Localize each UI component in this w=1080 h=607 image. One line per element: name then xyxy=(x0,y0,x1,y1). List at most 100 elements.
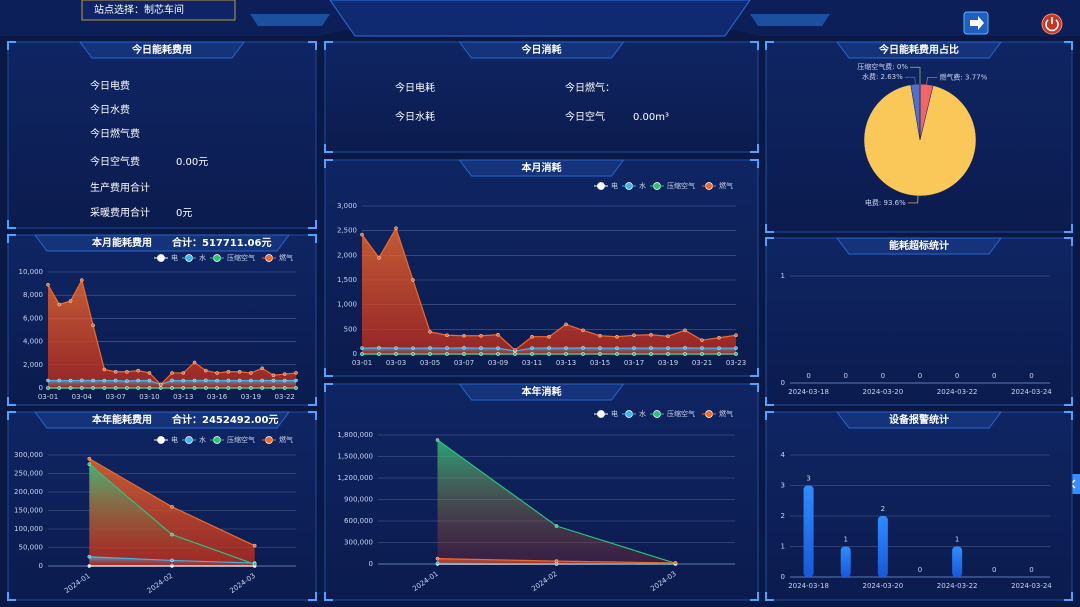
panel xyxy=(765,237,1073,406)
data-point xyxy=(68,386,73,390)
data-point xyxy=(598,352,602,356)
data-point xyxy=(428,352,432,356)
legend-label: 压缩空气 xyxy=(667,409,695,418)
y-tick-label: 0 xyxy=(39,384,43,392)
data-point xyxy=(530,352,534,356)
cost-label: 今日水费 xyxy=(90,103,130,116)
data-point xyxy=(530,334,534,339)
data-point xyxy=(394,352,398,356)
data-label: 1 xyxy=(843,536,847,544)
data-point xyxy=(377,346,381,350)
y-tick-label: 1 xyxy=(781,543,785,551)
legend-label: 电 xyxy=(171,435,178,444)
panel-corner xyxy=(7,234,16,243)
legend-label: 水 xyxy=(639,409,646,418)
data-point xyxy=(271,378,276,383)
station-select[interactable] xyxy=(81,0,236,21)
data-point xyxy=(68,378,73,383)
x-tick-label: 03-03 xyxy=(386,359,406,367)
data-point xyxy=(683,352,687,356)
data-point xyxy=(683,346,687,350)
y-tick-label: 8,000 xyxy=(23,291,43,299)
data-point xyxy=(260,366,264,371)
data-point xyxy=(496,332,500,337)
panel-corner xyxy=(7,220,16,229)
power-icon xyxy=(1045,17,1059,32)
panel-header xyxy=(836,411,1002,429)
data-label: 0 xyxy=(918,566,922,574)
station-label: 站点选择：制芯车间 xyxy=(94,3,184,16)
data-point xyxy=(204,378,208,383)
y-tick-label: 100,000 xyxy=(14,525,43,533)
y-tick-label: 0 xyxy=(353,350,357,358)
panel-subtitle: 合计：2452492.00元 xyxy=(171,413,278,426)
data-point xyxy=(271,386,276,390)
x-tick-label: 03-07 xyxy=(105,393,125,401)
data-point xyxy=(411,346,415,350)
data-point xyxy=(87,554,92,559)
data-point xyxy=(91,378,95,383)
y-tick-label: 150,000 xyxy=(14,507,43,515)
legend-label: 电 xyxy=(611,409,618,418)
panel-corner xyxy=(765,397,774,406)
data-point xyxy=(666,334,670,339)
data-point xyxy=(282,386,287,390)
data-point xyxy=(125,379,129,383)
y-tick-label: 1 xyxy=(781,272,785,280)
data-point xyxy=(513,348,517,352)
panel-title: 今日消耗 xyxy=(521,43,562,56)
data-point xyxy=(435,561,440,566)
data-point xyxy=(435,556,440,561)
data-point xyxy=(181,371,186,375)
panel-corner xyxy=(750,592,759,601)
pie-label: 水费: 2.63% xyxy=(862,72,903,81)
data-label: 0 xyxy=(1029,566,1033,574)
switch-icon xyxy=(970,16,984,30)
data-point xyxy=(479,333,483,338)
data-point xyxy=(673,561,678,565)
data-point xyxy=(700,346,704,350)
x-tick-label: 03-15 xyxy=(590,359,610,367)
panel-corner xyxy=(765,237,774,246)
panel-corner xyxy=(750,368,759,377)
x-tick-label: 2024-03-22 xyxy=(937,388,978,396)
panel-corner xyxy=(308,411,317,420)
legend-label: 压缩空气 xyxy=(227,253,255,262)
y-tick-label: 0 xyxy=(781,573,785,581)
panel-title: 今日能耗费用占比 xyxy=(878,43,959,56)
panel-corner xyxy=(750,159,759,168)
data-point xyxy=(204,368,208,373)
data-point xyxy=(700,352,704,356)
data-point xyxy=(411,352,415,356)
data-point xyxy=(46,282,50,287)
pie-label: 电费: 93.6% xyxy=(865,198,906,207)
area-fill xyxy=(48,380,296,388)
data-point xyxy=(260,386,264,390)
data-point xyxy=(717,352,721,356)
y-tick-label: 250,000 xyxy=(14,470,43,478)
y-tick-label: 4,000 xyxy=(23,338,43,346)
cost-label: 今日空气费 xyxy=(90,155,140,168)
cost-label: 今日电费 xyxy=(90,79,130,92)
x-tick-label: 2024-03-22 xyxy=(937,582,978,590)
panel xyxy=(765,411,1073,601)
panel-corner xyxy=(308,397,317,406)
x-tick-label: 2024-03-24 xyxy=(1011,388,1052,396)
data-point xyxy=(564,352,568,356)
legend-label: 电 xyxy=(611,181,618,190)
x-tick-label: 03-13 xyxy=(556,359,576,367)
data-point xyxy=(147,371,152,375)
data-point xyxy=(91,323,95,328)
data-point xyxy=(632,333,636,338)
data-point xyxy=(734,352,738,356)
data-point xyxy=(158,382,163,387)
x-tick-label: 03-19 xyxy=(241,393,261,401)
data-point xyxy=(554,559,559,563)
area-fill xyxy=(437,440,676,564)
legend-label: 电 xyxy=(171,253,178,262)
data-point xyxy=(734,346,738,350)
panel-corner xyxy=(7,397,16,406)
data-point xyxy=(360,346,364,350)
y-tick-label: 2 xyxy=(781,512,785,520)
